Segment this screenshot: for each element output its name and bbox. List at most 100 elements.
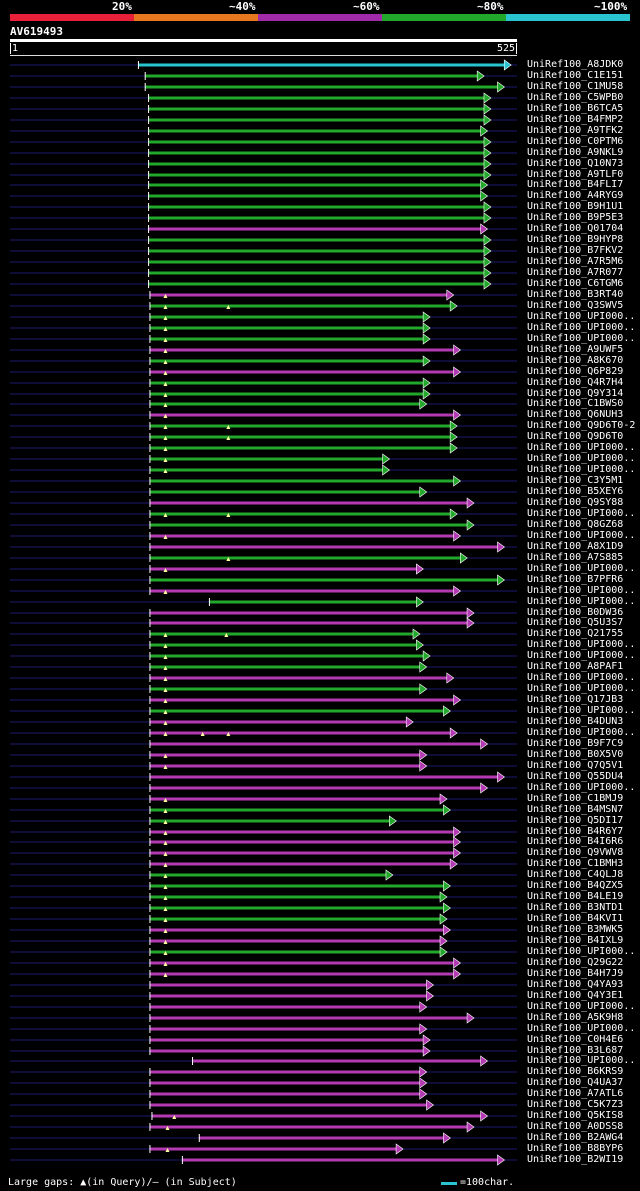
hit-label[interactable]: UniRef100_B4FLI7 — [527, 179, 624, 190]
hit-label[interactable]: UniRef100_A7R077 — [527, 267, 624, 278]
hit-label[interactable]: UniRef100_A7S885 — [527, 552, 624, 563]
hit-label[interactable]: UniRef100_B9F7C9 — [527, 738, 624, 749]
hit-label[interactable]: UniRef100_Q21755 — [527, 628, 624, 639]
hit-label[interactable]: UniRef100_B3MWK5 — [527, 924, 624, 935]
hit-label[interactable]: UniRef100_UPI000.. — [527, 650, 636, 661]
hit-label[interactable]: UniRef100_Q7Q5V1 — [527, 760, 624, 771]
hit-label[interactable]: UniRef100_B7FKV2 — [527, 245, 624, 256]
hit-label[interactable]: UniRef100_B9HYP8 — [527, 234, 624, 245]
hit-label[interactable]: UniRef100_Q9SY88 — [527, 497, 624, 508]
hit-label[interactable]: UniRef100_C6TGM6 — [527, 278, 624, 289]
hit-label[interactable]: UniRef100_A8PAF1 — [527, 661, 624, 672]
hit-label[interactable]: UniRef100_Q3SWV5 — [527, 300, 624, 311]
hit-label[interactable]: UniRef100_B4IXL9 — [527, 935, 624, 946]
hit-label[interactable]: UniRef100_Q4YA93 — [527, 979, 624, 990]
hit-label[interactable]: UniRef100_A9NKL9 — [527, 147, 624, 158]
hit-label[interactable]: UniRef100_B4QZX5 — [527, 880, 624, 891]
hit-label[interactable]: UniRef100_A0DSS8 — [527, 1121, 624, 1132]
hit-label[interactable]: UniRef100_UPI000.. — [527, 727, 636, 738]
hit-label[interactable]: UniRef100_B6TCA5 — [527, 103, 624, 114]
hit-label[interactable]: UniRef100_B4H7J9 — [527, 968, 624, 979]
hit-label[interactable]: UniRef100_Q5U3S7 — [527, 617, 624, 628]
hit-label[interactable]: UniRef100_C4QLJ8 — [527, 869, 624, 880]
hit-label[interactable]: UniRef100_A8X1D9 — [527, 541, 624, 552]
hit-label[interactable]: UniRef100_B4LE19 — [527, 891, 624, 902]
hit-label[interactable]: UniRef100_C1MU58 — [527, 81, 624, 92]
hit-label[interactable]: UniRef100_A7R5M6 — [527, 256, 624, 267]
hit-label[interactable]: UniRef100_B0X5V0 — [527, 749, 624, 760]
hit-label[interactable]: UniRef100_Q9Y314 — [527, 388, 624, 399]
hit-label[interactable]: UniRef100_B2WI19 — [527, 1154, 624, 1165]
hit-label[interactable]: UniRef100_B4R6Y7 — [527, 826, 624, 837]
hit-label[interactable]: UniRef100_C5WPB0 — [527, 92, 624, 103]
hit-label[interactable]: UniRef100_A8JDK0 — [527, 59, 624, 70]
hit-label[interactable]: UniRef100_Q4UA37 — [527, 1077, 624, 1088]
hit-label[interactable]: UniRef100_Q29G22 — [527, 957, 624, 968]
hit-label[interactable]: UniRef100_Q4R7H4 — [527, 377, 624, 388]
hit-label[interactable]: UniRef100_A7ATL6 — [527, 1088, 624, 1099]
hit-label[interactable]: UniRef100_Q9D6T0-2 — [527, 420, 636, 431]
hit-label[interactable]: UniRef100_B4FMP2 — [527, 114, 624, 125]
hit-label[interactable]: UniRef100_UPI000.. — [527, 596, 636, 607]
hit-label[interactable]: UniRef100_UPI000.. — [527, 585, 636, 596]
hit-label[interactable]: UniRef100_UPI000.. — [527, 563, 636, 574]
hit-label[interactable]: UniRef100_B3NTD1 — [527, 902, 624, 913]
hit-label[interactable]: UniRef100_Q6P829 — [527, 366, 624, 377]
hit-label[interactable]: UniRef100_Q10N73 — [527, 158, 624, 169]
hit-label[interactable]: UniRef100_Q4Y3E1 — [527, 990, 624, 1001]
hit-label[interactable]: UniRef100_B2AWG4 — [527, 1132, 624, 1143]
hit-label[interactable]: UniRef100_C1BMJ9 — [527, 793, 624, 804]
hit-label[interactable]: UniRef100_C5K7Z3 — [527, 1099, 624, 1110]
hit-label[interactable]: UniRef100_UPI000.. — [527, 453, 636, 464]
hit-label[interactable]: UniRef100_Q17JB3 — [527, 694, 624, 705]
hit-label[interactable]: UniRef100_B3RT40 — [527, 289, 624, 300]
hit-label[interactable]: UniRef100_C1E151 — [527, 70, 624, 81]
hit-label[interactable]: UniRef100_C0H4E6 — [527, 1034, 624, 1045]
hit-label[interactable]: UniRef100_UPI000.. — [527, 322, 636, 333]
hit-label[interactable]: UniRef100_B0DW36 — [527, 607, 624, 618]
hit-label[interactable]: UniRef100_B7PFR6 — [527, 574, 624, 585]
hit-label[interactable]: UniRef100_UPI000.. — [527, 442, 636, 453]
hit-label[interactable]: UniRef100_UPI000.. — [527, 508, 636, 519]
hit-label[interactable]: UniRef100_C3Y5M1 — [527, 475, 624, 486]
hit-label[interactable]: UniRef100_B4MSN7 — [527, 804, 624, 815]
hit-label[interactable]: UniRef100_B8BYP6 — [527, 1143, 624, 1154]
hit-label[interactable]: UniRef100_UPI000.. — [527, 1023, 636, 1034]
hit-label[interactable]: UniRef100_UPI000.. — [527, 530, 636, 541]
hit-label[interactable]: UniRef100_B9H1U1 — [527, 201, 624, 212]
hit-label[interactable]: UniRef100_Q8GZ68 — [527, 519, 624, 530]
hit-label[interactable]: UniRef100_Q6NUH3 — [527, 409, 624, 420]
hit-label[interactable]: UniRef100_UPI000.. — [527, 683, 636, 694]
hit-label[interactable]: UniRef100_C1BWS0 — [527, 398, 624, 409]
hit-label[interactable]: UniRef100_UPI000.. — [527, 639, 636, 650]
hit-label[interactable]: UniRef100_Q55DU4 — [527, 771, 624, 782]
hit-label[interactable]: UniRef100_B9P5E3 — [527, 212, 624, 223]
hit-label[interactable]: UniRef100_Q9D6T0 — [527, 431, 624, 442]
hit-label[interactable]: UniRef100_UPI000.. — [527, 705, 636, 716]
hit-label[interactable]: UniRef100_UPI000.. — [527, 333, 636, 344]
hit-label[interactable]: UniRef100_UPI000.. — [527, 464, 636, 475]
hit-label[interactable]: UniRef100_C1BMH3 — [527, 858, 624, 869]
hit-label[interactable]: UniRef100_Q9VWV8 — [527, 847, 624, 858]
hit-label[interactable]: UniRef100_A8K670 — [527, 355, 624, 366]
hit-label[interactable]: UniRef100_A9UWF5 — [527, 344, 624, 355]
hit-label[interactable]: UniRef100_UPI000.. — [527, 1055, 636, 1066]
hit-label[interactable]: UniRef100_UPI000.. — [527, 1001, 636, 1012]
hit-label[interactable]: UniRef100_Q01704 — [527, 223, 624, 234]
hit-label[interactable]: UniRef100_B5XEY6 — [527, 486, 624, 497]
hit-label[interactable]: UniRef100_UPI000.. — [527, 946, 636, 957]
hit-label[interactable]: UniRef100_B3L687 — [527, 1045, 624, 1056]
hit-label[interactable]: UniRef100_Q5DI17 — [527, 815, 624, 826]
hit-label[interactable]: UniRef100_A5K9H8 — [527, 1012, 624, 1023]
hit-label[interactable]: UniRef100_A9TLF0 — [527, 169, 624, 180]
hit-label[interactable]: UniRef100_A9TFK2 — [527, 125, 624, 136]
hit-label[interactable]: UniRef100_B4DUN3 — [527, 716, 624, 727]
hit-label[interactable]: UniRef100_UPI000.. — [527, 782, 636, 793]
hit-label[interactable]: UniRef100_Q5KIS8 — [527, 1110, 624, 1121]
hit-label[interactable]: UniRef100_B4I6R6 — [527, 836, 624, 847]
hit-label[interactable]: UniRef100_B6KRS9 — [527, 1066, 624, 1077]
hit-label[interactable]: UniRef100_A4RYG9 — [527, 190, 624, 201]
hit-label[interactable]: UniRef100_UPI000.. — [527, 311, 636, 322]
hit-label[interactable]: UniRef100_UPI000.. — [527, 672, 636, 683]
hit-label[interactable]: UniRef100_C0PTM6 — [527, 136, 624, 147]
